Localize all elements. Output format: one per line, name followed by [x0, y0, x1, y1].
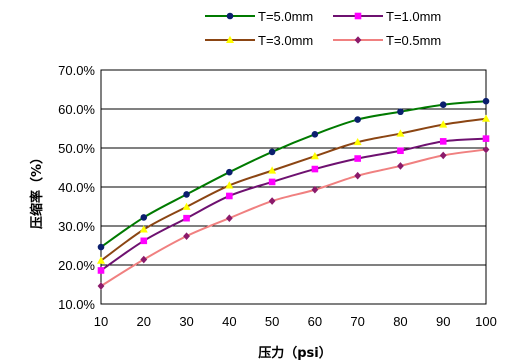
- x-tick-label: 90: [436, 314, 450, 329]
- data-point: [310, 151, 319, 160]
- x-tick-label: 60: [308, 314, 322, 329]
- x-tick-label: 10: [94, 314, 108, 329]
- data-point: [397, 162, 404, 170]
- gridlines: [101, 69, 486, 305]
- data-point: [311, 165, 319, 173]
- data-point: [139, 225, 148, 233]
- data-point: [226, 192, 233, 200]
- data-point: [268, 178, 276, 186]
- y-tick-label: 30.0%: [58, 219, 95, 234]
- x-tick-label: 70: [350, 314, 364, 329]
- data-point: [183, 232, 190, 240]
- data-point: [354, 155, 361, 162]
- y-tick-label: 50.0%: [58, 141, 95, 156]
- series-4: [97, 145, 490, 290]
- data-point: [268, 197, 276, 205]
- legend-marker: [354, 36, 362, 44]
- y-tick-label: 10.0%: [58, 297, 95, 312]
- legend-marker: [226, 12, 234, 20]
- data-point: [97, 243, 105, 251]
- legend-label: T=1.0mm: [386, 9, 441, 24]
- data-point: [140, 255, 148, 264]
- legend-label: T=0.5mm: [386, 33, 441, 48]
- data-point: [183, 191, 190, 198]
- data-point: [225, 181, 234, 189]
- y-axis-title: 压缩率（%）: [29, 151, 45, 229]
- x-axis-title: 压力（psi）: [258, 345, 332, 361]
- y-tick-label: 60.0%: [58, 102, 95, 117]
- legend-marker: [226, 35, 234, 43]
- data-point: [482, 114, 490, 122]
- y-tick-label: 70.0%: [58, 63, 95, 78]
- data-point: [354, 116, 361, 123]
- x-axis: 10 20 30 40 50 60 70 80 90 100: [94, 314, 497, 329]
- x-tick-label: 100: [475, 314, 497, 329]
- data-point: [140, 237, 148, 245]
- plot-area: [100, 69, 487, 305]
- data-point: [482, 135, 490, 142]
- series-2: [97, 135, 490, 274]
- data-point: [397, 147, 404, 155]
- series-3: [97, 114, 490, 264]
- data-point: [268, 166, 277, 174]
- x-tick-label: 40: [222, 314, 236, 329]
- data-point: [311, 185, 319, 194]
- x-tick-label: 30: [179, 314, 193, 329]
- data-point: [439, 138, 447, 145]
- series-group: [97, 97, 490, 290]
- legend-label: T=3.0mm: [258, 33, 313, 48]
- legend-item: T=0.5mm: [333, 33, 441, 48]
- x-tick-label: 80: [393, 314, 407, 329]
- legend-item: T=5.0mm: [205, 9, 313, 24]
- data-point: [97, 282, 105, 290]
- series-1: [97, 97, 490, 251]
- legend-item: T=1.0mm: [333, 9, 441, 24]
- data-point: [225, 214, 233, 222]
- data-point: [311, 131, 319, 138]
- data-point: [354, 171, 362, 180]
- series-line: [100, 137, 487, 272]
- data-point: [397, 108, 404, 116]
- legend-item: T=3.0mm: [205, 33, 313, 48]
- x-tick-label: 50: [265, 314, 279, 329]
- data-point: [183, 214, 190, 222]
- y-axis: 10.0% 20.0% 30.0% 40.0% 50.0% 60.0% 70.0%: [58, 63, 95, 312]
- series-line: [100, 148, 487, 287]
- legend-label: T=5.0mm: [258, 9, 313, 24]
- y-tick-label: 40.0%: [58, 180, 95, 195]
- legend-marker: [354, 12, 362, 20]
- legend: T=5.0mm T=1.0mm T=3.0mm T=0.5mm: [205, 9, 441, 48]
- data-point: [268, 148, 276, 156]
- series-line: [100, 100, 487, 248]
- series-line: [100, 117, 487, 262]
- data-point: [482, 145, 490, 154]
- data-point: [439, 101, 447, 109]
- data-point: [97, 256, 105, 264]
- data-point: [140, 214, 148, 221]
- data-point: [226, 168, 233, 176]
- data-point: [439, 151, 447, 160]
- data-point: [439, 120, 448, 128]
- data-point: [97, 267, 105, 274]
- data-point: [396, 129, 405, 137]
- data-point: [182, 202, 191, 210]
- data-point: [482, 97, 490, 105]
- y-tick-label: 20.0%: [58, 258, 95, 273]
- x-tick-label: 20: [137, 314, 151, 329]
- data-point: [353, 137, 362, 146]
